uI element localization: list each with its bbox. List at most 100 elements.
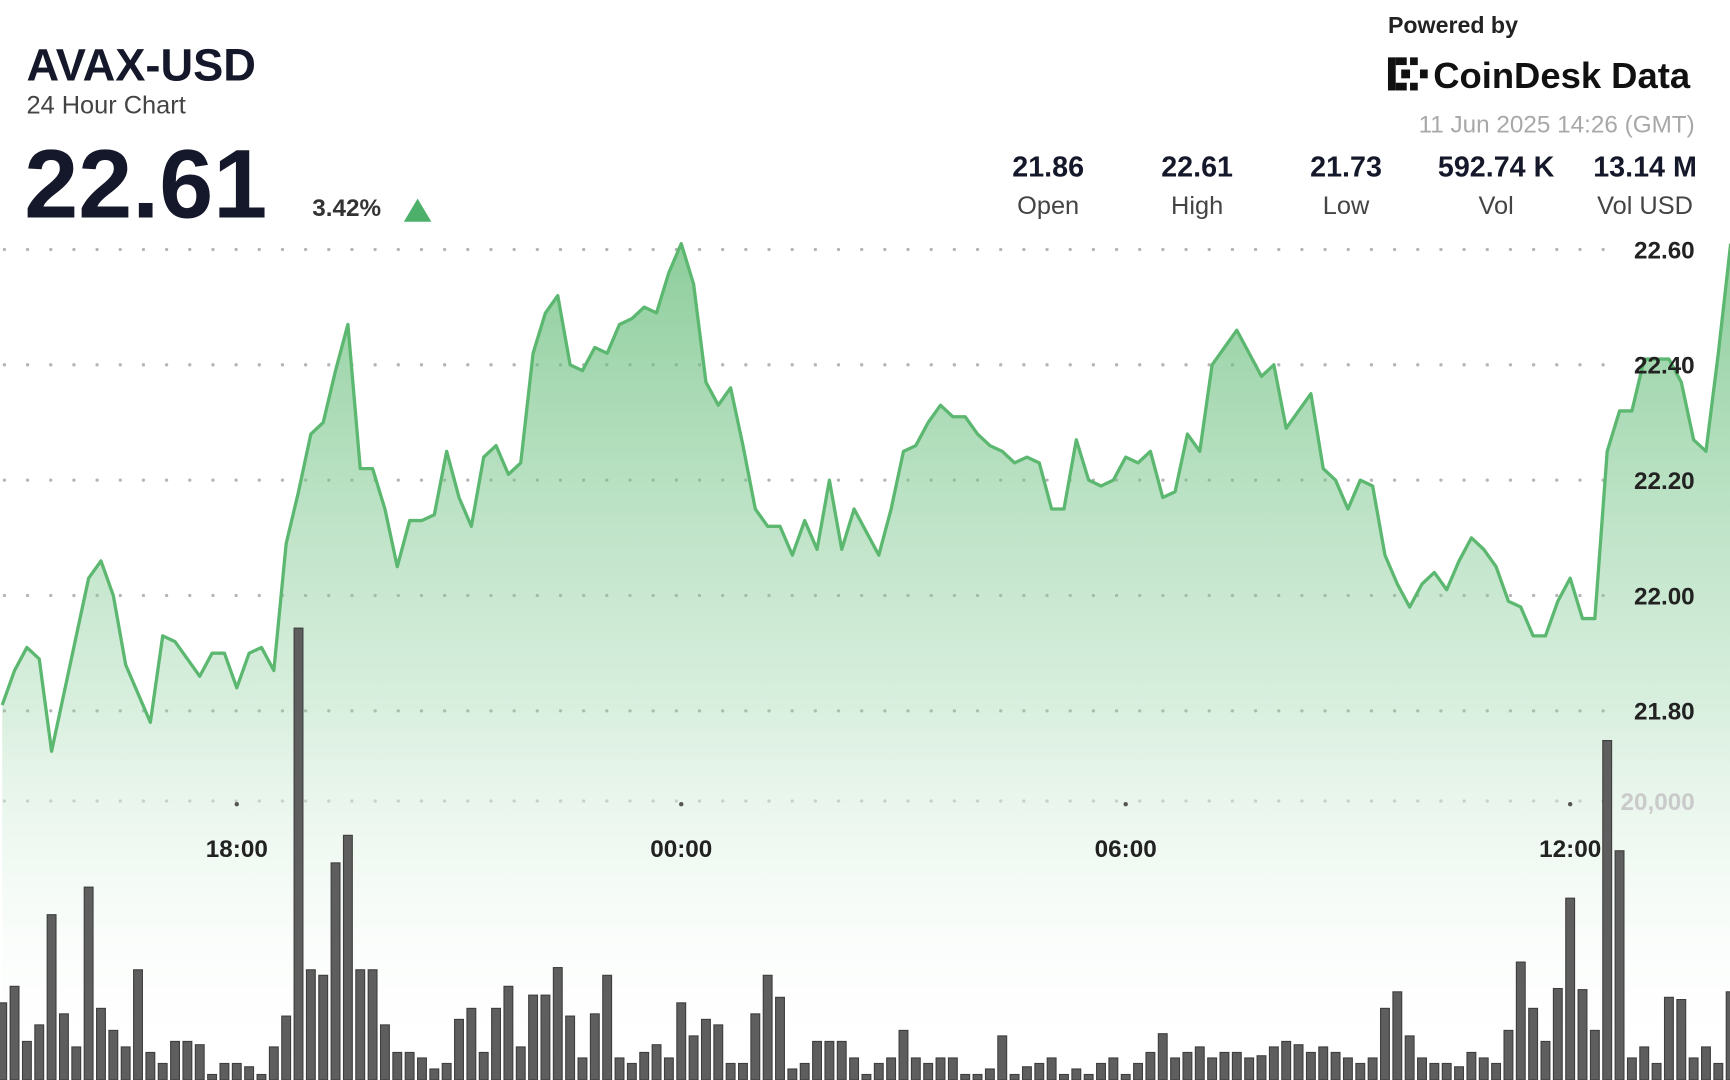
volume-bar [1268, 1046, 1279, 1080]
volume-bar [9, 985, 20, 1080]
volume-bar [1281, 1040, 1292, 1080]
stat-label: Vol [1478, 192, 1513, 220]
volume-bar [1478, 1057, 1489, 1080]
volume-bar [984, 1068, 995, 1080]
y-tick-label: 22.40 [1634, 353, 1695, 380]
volume-bar [1515, 961, 1526, 1080]
volume-bar [1059, 1073, 1069, 1080]
volume-bar [1466, 1051, 1477, 1080]
volume-bar [404, 1051, 415, 1080]
volume-bar [738, 1062, 748, 1080]
volume-bar [355, 969, 366, 1080]
volume-bar [1540, 1040, 1551, 1080]
volume-bar [1046, 1057, 1057, 1080]
volume-bar [58, 1013, 69, 1080]
volume-bar [910, 1057, 921, 1080]
stat-label: Vol USD [1597, 192, 1693, 220]
volume-bar [157, 1062, 168, 1080]
volume-bar [972, 1073, 983, 1080]
stat-label: High [1171, 192, 1223, 220]
x-tick-label: 00:00 [650, 836, 712, 863]
volume-bar [1577, 989, 1588, 1080]
volume-bar [367, 969, 378, 1080]
branding: Powered by CoinDesk Data 11 Jun 2025 14:… [1388, 12, 1695, 138]
volume-bar [1096, 1062, 1106, 1080]
x-tick-label: 06:00 [1095, 836, 1157, 863]
volume-bar [1207, 1057, 1218, 1080]
volume-bar [194, 1044, 205, 1080]
volume-bar [1108, 1057, 1119, 1080]
volume-bar [256, 1073, 267, 1080]
volume-bar [392, 1051, 403, 1080]
volume-bar [1454, 1066, 1465, 1080]
volume-bar [589, 1013, 600, 1080]
volume-bar [429, 1068, 440, 1080]
volume-bar [886, 1057, 897, 1080]
stat-value: 22.61 [1161, 152, 1233, 184]
volume-bar [503, 985, 514, 1080]
volume-bar [1305, 1051, 1316, 1080]
volume-bar [0, 1002, 8, 1080]
powered-by: Powered by [1388, 12, 1518, 38]
volume-bar [540, 994, 551, 1080]
volume-bar [713, 1024, 724, 1080]
volume-bar [219, 1062, 230, 1080]
volume-bar [799, 1062, 810, 1080]
volume-bar [1663, 996, 1674, 1080]
volume-bar [1602, 739, 1613, 1080]
volume-bar [1071, 1068, 1082, 1080]
volume-bar [1441, 1062, 1452, 1080]
price-area [2, 243, 1730, 1080]
stat-label: Low [1323, 192, 1370, 220]
volume-bar [836, 1040, 847, 1080]
x-tick-dot [1123, 802, 1128, 807]
volume-bar [775, 996, 785, 1080]
volume-bar [207, 1073, 218, 1080]
volume-bar [1380, 1007, 1390, 1080]
volume-bar [750, 1013, 761, 1080]
volume-bar [1170, 1057, 1181, 1080]
volume-bar [1342, 1057, 1353, 1080]
volume-bar [1120, 1073, 1131, 1080]
volume-bar [108, 1029, 119, 1080]
brand-name: CoinDesk Data [1433, 55, 1691, 96]
volume-bar [923, 1062, 934, 1080]
y-tick-label: 22.60 [1634, 237, 1695, 264]
volume-bar [614, 1057, 625, 1080]
volume-bar [170, 1040, 181, 1080]
volume-bar [1651, 1062, 1662, 1080]
chart-subtitle: 24 Hour Chart [26, 92, 185, 120]
volume-bar [1256, 1055, 1267, 1080]
price: 22.61 [24, 129, 267, 238]
price-line [0, 242, 1730, 753]
volume-bar [1565, 897, 1576, 1080]
line-layer [0, 242, 1730, 753]
x-tick-dot [679, 802, 684, 807]
volume-bar [1318, 1046, 1329, 1080]
volume-bar [1157, 1033, 1168, 1080]
volume-bar [182, 1040, 193, 1080]
volume-bar [34, 1024, 45, 1080]
volume-bar [688, 1035, 699, 1080]
volume-bar [1231, 1051, 1242, 1080]
volume-bar [1293, 1044, 1304, 1080]
volume-bar [330, 862, 341, 1080]
volume-bar [1503, 1029, 1514, 1080]
volume-bar [1676, 998, 1687, 1080]
area-layer [2, 243, 1730, 1080]
volume-bar [145, 1051, 156, 1080]
x-tick-dot [234, 802, 239, 807]
brand-logo [1387, 57, 1428, 91]
volume-bar [1528, 1007, 1539, 1080]
volume-bar [639, 1051, 650, 1080]
volume-bar [120, 1046, 131, 1080]
volume-bar [1182, 1051, 1193, 1080]
volume-bar [454, 1018, 464, 1080]
volume-bar [1404, 1035, 1415, 1080]
volume-bar [577, 1057, 588, 1080]
volume-bar [1614, 850, 1625, 1080]
volume-bar [379, 1024, 390, 1080]
stat-value: 21.86 [1012, 152, 1084, 184]
